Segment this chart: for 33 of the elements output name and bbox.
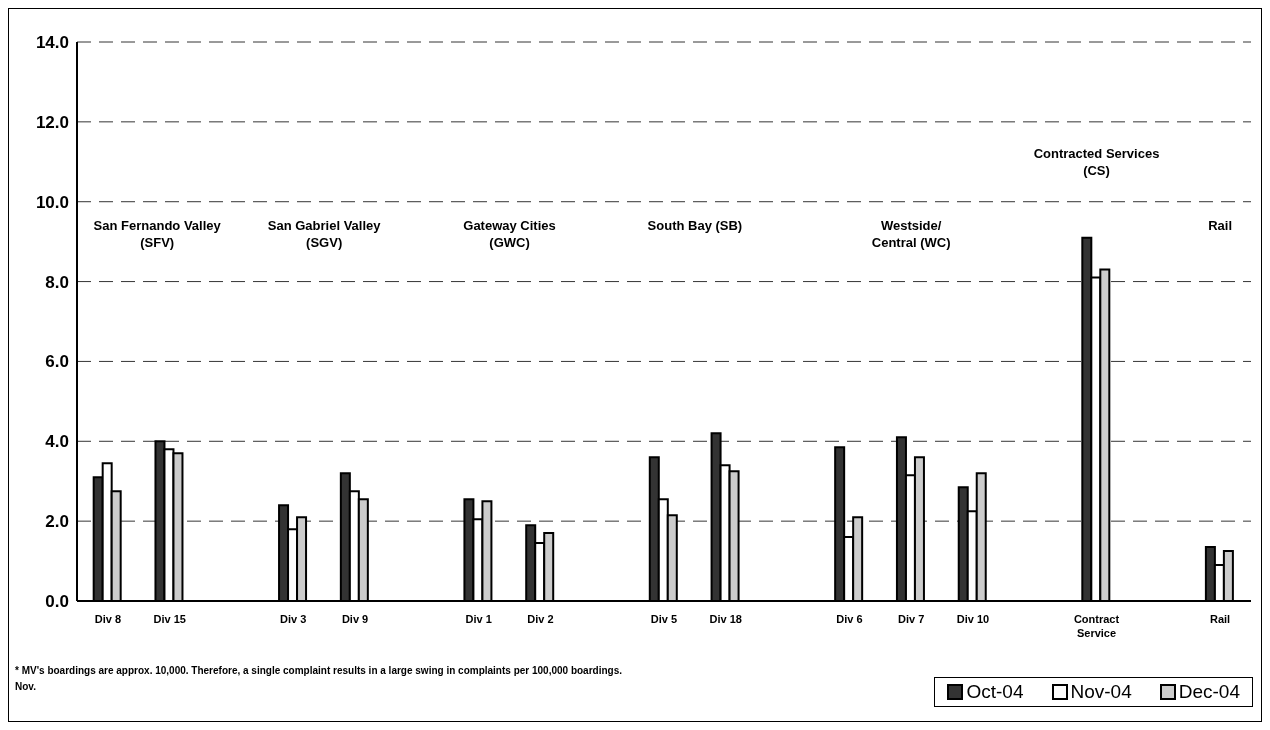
- x-tick-label: Div 8: [94, 613, 122, 625]
- legend-label: Dec-04: [1177, 681, 1240, 703]
- x-tick-label: Contract Service: [1073, 613, 1120, 639]
- x-tick-label: Div 9: [341, 613, 369, 625]
- y-tick-label: 4.0: [45, 432, 69, 452]
- annotation: Contracted Services (CS): [1033, 146, 1160, 179]
- x-tick-label: Div 2: [527, 613, 554, 625]
- y-tick-label: 2.0: [45, 512, 69, 532]
- y-tick-label: 0.0: [45, 592, 69, 612]
- annotation: San Fernando Valley (SFV): [93, 218, 222, 251]
- x-tick-label: Div 5: [650, 613, 678, 625]
- y-tick-label: 12.0: [35, 112, 69, 132]
- annotation: South Bay (SB): [647, 218, 743, 234]
- y-tick-label: 8.0: [45, 272, 69, 292]
- x-tick-label: Div 6: [836, 613, 863, 625]
- y-tick-label: 10.0: [35, 192, 69, 212]
- text: * MV's boardings are approx. 10,000. Therefore, a single complaint results in a large swing in complaints per 100,000 boardings.: [15, 664, 623, 678]
- x-tick-label: Div 1: [465, 613, 492, 625]
- y-tick-label: 6.0: [45, 352, 69, 372]
- x-tick-label: Div 7: [898, 613, 925, 625]
- legend-label: Oct-04: [965, 681, 1024, 703]
- x-tick-label: Div 3: [280, 613, 307, 625]
- x-tick-label: Div 15: [153, 613, 186, 625]
- annotation: Westside/ Central (WC): [871, 218, 951, 251]
- legend-label: Nov-04: [1069, 681, 1132, 703]
- annotation: Gateway Cities (GWC): [463, 218, 556, 251]
- x-tick-label: Div 10: [956, 613, 990, 625]
- text: Nov.: [15, 680, 37, 694]
- annotation: San Gabriel Valley (SGV): [267, 218, 382, 251]
- annotation: Rail: [1208, 218, 1233, 234]
- x-tick-label: Rail: [1210, 613, 1231, 625]
- x-tick-label: Div 18: [709, 613, 742, 625]
- y-tick-label: 14.0: [35, 33, 69, 53]
